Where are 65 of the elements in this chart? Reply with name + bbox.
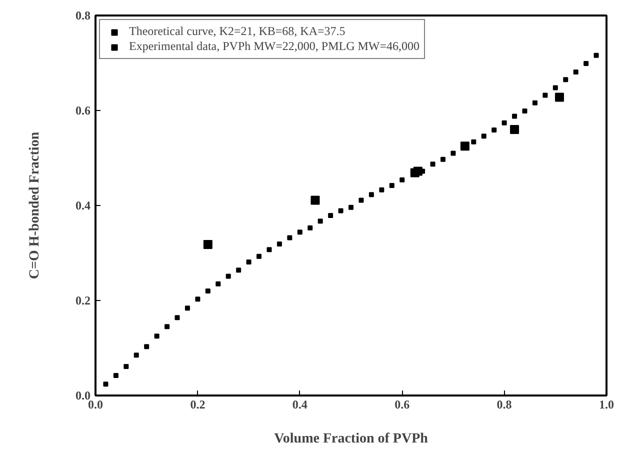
point bbox=[144, 344, 150, 350]
point bbox=[134, 352, 139, 358]
point bbox=[297, 230, 302, 235]
point bbox=[502, 120, 507, 126]
point bbox=[358, 198, 364, 203]
point bbox=[287, 235, 292, 240]
point bbox=[542, 92, 548, 98]
point bbox=[389, 183, 394, 188]
point bbox=[573, 70, 578, 75]
point bbox=[512, 114, 518, 119]
point bbox=[328, 212, 334, 218]
point bbox=[552, 85, 558, 90]
point bbox=[368, 192, 374, 198]
point bbox=[124, 364, 129, 370]
point bbox=[164, 324, 170, 330]
point bbox=[594, 52, 599, 58]
point bbox=[379, 187, 384, 192]
point bbox=[174, 315, 180, 320]
point bbox=[532, 100, 538, 106]
point bbox=[103, 382, 108, 387]
point bbox=[554, 92, 564, 102]
point bbox=[413, 166, 422, 176]
legend-label: Theoretical curve, K2=21, KB=68, KA=37.5 bbox=[129, 24, 346, 39]
point bbox=[256, 254, 262, 259]
point bbox=[471, 139, 476, 144]
point bbox=[318, 218, 323, 224]
y-axis-title: C=O H-bonded Fraction bbox=[28, 132, 42, 280]
point bbox=[205, 288, 210, 294]
y-tick-label: 0.4 bbox=[76, 198, 90, 212]
point bbox=[154, 334, 160, 339]
x-tick-label: 0.4 bbox=[292, 398, 308, 412]
point bbox=[338, 208, 344, 214]
point bbox=[236, 268, 242, 273]
point bbox=[184, 306, 190, 311]
x-tick-label: 0.8 bbox=[496, 398, 512, 412]
point bbox=[400, 177, 405, 182]
x-tick-label: 0.6 bbox=[394, 398, 410, 412]
point bbox=[246, 260, 252, 265]
point bbox=[481, 134, 486, 139]
point bbox=[584, 60, 589, 66]
legend-label: Experimental data, PVPh MW=22,000, PMLG MW=46,000 bbox=[129, 39, 420, 54]
point bbox=[430, 162, 436, 167]
point bbox=[440, 156, 446, 162]
point bbox=[310, 196, 320, 205]
point bbox=[216, 281, 221, 286]
y-tick-label: 0.2 bbox=[76, 294, 90, 308]
point bbox=[460, 142, 470, 151]
x-axis-title: Volume Fraction of PVPh bbox=[274, 432, 428, 446]
point bbox=[522, 108, 528, 114]
point bbox=[563, 77, 568, 82]
point bbox=[510, 125, 520, 134]
y-tick-label: 0.8 bbox=[76, 8, 90, 22]
point bbox=[276, 241, 282, 246]
y-tick-label: 0.6 bbox=[76, 104, 90, 118]
point bbox=[450, 150, 456, 156]
point bbox=[308, 225, 313, 230]
point bbox=[113, 373, 118, 378]
point bbox=[348, 204, 354, 210]
point bbox=[195, 296, 200, 302]
point bbox=[226, 274, 231, 279]
point bbox=[492, 127, 497, 132]
x-tick-label: 1.0 bbox=[599, 398, 614, 412]
point bbox=[203, 240, 212, 249]
x-tick-label: 0.2 bbox=[190, 398, 206, 412]
point bbox=[266, 247, 272, 252]
